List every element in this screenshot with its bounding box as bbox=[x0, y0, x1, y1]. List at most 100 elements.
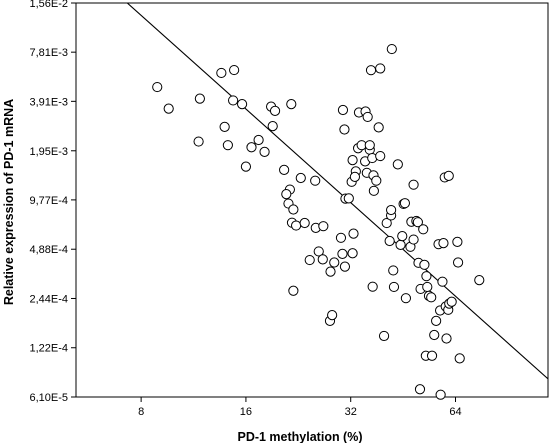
data-point bbox=[375, 63, 386, 74]
data-point bbox=[229, 64, 240, 76]
data-point bbox=[426, 292, 437, 303]
data-point bbox=[335, 232, 347, 243]
x-tick-label: 16 bbox=[240, 406, 252, 418]
x-axis-title: PD-1 methylation (%) bbox=[237, 430, 362, 443]
data-point bbox=[386, 204, 397, 216]
data-point bbox=[438, 237, 449, 249]
data-point bbox=[429, 329, 440, 341]
data-point bbox=[288, 204, 299, 215]
data-point bbox=[474, 275, 485, 286]
data-point bbox=[375, 150, 386, 162]
data-point bbox=[310, 175, 321, 186]
data-point bbox=[219, 121, 230, 132]
data-point bbox=[392, 159, 403, 170]
data-point bbox=[313, 246, 324, 257]
data-point bbox=[236, 99, 248, 110]
data-point bbox=[426, 350, 438, 361]
data-point bbox=[408, 234, 419, 245]
data-point bbox=[400, 293, 412, 304]
data-point bbox=[327, 310, 338, 321]
data-point bbox=[269, 105, 281, 116]
data-point bbox=[318, 221, 329, 232]
data-point bbox=[365, 65, 377, 76]
data-point bbox=[337, 104, 349, 116]
data-point bbox=[291, 220, 302, 231]
data-point bbox=[421, 271, 432, 282]
data-point bbox=[349, 171, 361, 183]
data-point bbox=[337, 248, 348, 259]
y-tick-label: 6,10E-5 bbox=[29, 392, 68, 404]
data-point bbox=[325, 266, 336, 277]
data-point bbox=[395, 239, 406, 250]
data-point bbox=[373, 122, 384, 133]
data-point bbox=[329, 257, 340, 268]
data-point bbox=[281, 188, 292, 200]
x-tick-label: 8 bbox=[138, 406, 144, 418]
data-point bbox=[418, 224, 429, 235]
axis-ticks: 6,10E-5 1,22E-4 2,44E-4 4,88E-4 9,77E-4 1,95E… bbox=[29, 0, 461, 418]
plot-frame bbox=[75, 2, 549, 398]
data-point bbox=[437, 276, 448, 287]
data-point bbox=[368, 185, 379, 196]
data-point bbox=[222, 140, 233, 151]
data-point bbox=[381, 217, 392, 229]
data-point bbox=[414, 384, 426, 395]
x-tick-label: 32 bbox=[345, 406, 357, 418]
data-point bbox=[431, 315, 442, 326]
data-point bbox=[388, 281, 400, 293]
y-tick-label: 1,56E-2 bbox=[29, 0, 68, 10]
data-point bbox=[386, 43, 397, 55]
data-point bbox=[378, 330, 390, 342]
data-point bbox=[194, 93, 205, 104]
y-tick-label: 3,91E-3 bbox=[29, 96, 68, 108]
data-point bbox=[267, 120, 278, 132]
y-tick-label: 7,81E-3 bbox=[29, 47, 68, 59]
data-point bbox=[364, 140, 375, 151]
data-point bbox=[384, 235, 395, 247]
y-tick-label: 4,88E-4 bbox=[29, 244, 68, 256]
fit-line bbox=[126, 3, 548, 380]
data-point bbox=[317, 254, 328, 265]
data-point bbox=[246, 142, 257, 153]
data-point bbox=[347, 155, 358, 166]
data-point bbox=[435, 389, 446, 400]
data-point bbox=[304, 254, 315, 266]
y-tick-label: 1,95E-3 bbox=[29, 146, 68, 158]
fit-line-layer bbox=[126, 3, 548, 380]
y-tick-label: 1,22E-4 bbox=[29, 343, 68, 355]
data-point bbox=[399, 198, 411, 209]
data-point bbox=[446, 296, 457, 307]
y-tick-label: 9,77E-4 bbox=[29, 195, 68, 207]
data-point bbox=[288, 285, 299, 296]
data-point bbox=[371, 175, 382, 186]
plot-area bbox=[75, 2, 549, 398]
data-point bbox=[348, 228, 359, 239]
data-point bbox=[441, 333, 452, 344]
data-point bbox=[299, 217, 310, 229]
data-point bbox=[452, 257, 464, 268]
x-tick-label: 64 bbox=[449, 406, 461, 418]
y-tick-label: 2,44E-4 bbox=[29, 293, 68, 305]
data-point bbox=[152, 81, 163, 93]
data-point bbox=[253, 134, 264, 146]
data-point bbox=[454, 353, 465, 364]
data-point bbox=[240, 161, 252, 172]
data-point bbox=[228, 95, 239, 106]
data-point bbox=[163, 103, 174, 114]
data-point bbox=[412, 217, 423, 228]
y-axis-title: Relative expression of PD-1 mRNA bbox=[2, 99, 16, 305]
data-point bbox=[362, 111, 373, 123]
data-point bbox=[339, 261, 351, 272]
data-point bbox=[339, 124, 350, 135]
data-point bbox=[408, 179, 419, 190]
data-point bbox=[452, 236, 463, 247]
data-point bbox=[295, 172, 306, 184]
data-point bbox=[343, 193, 354, 204]
data-point bbox=[367, 281, 378, 292]
data-point bbox=[388, 265, 399, 276]
data-point bbox=[286, 99, 297, 110]
data-point bbox=[422, 281, 433, 293]
data-point bbox=[279, 164, 290, 175]
data-point bbox=[193, 136, 204, 147]
